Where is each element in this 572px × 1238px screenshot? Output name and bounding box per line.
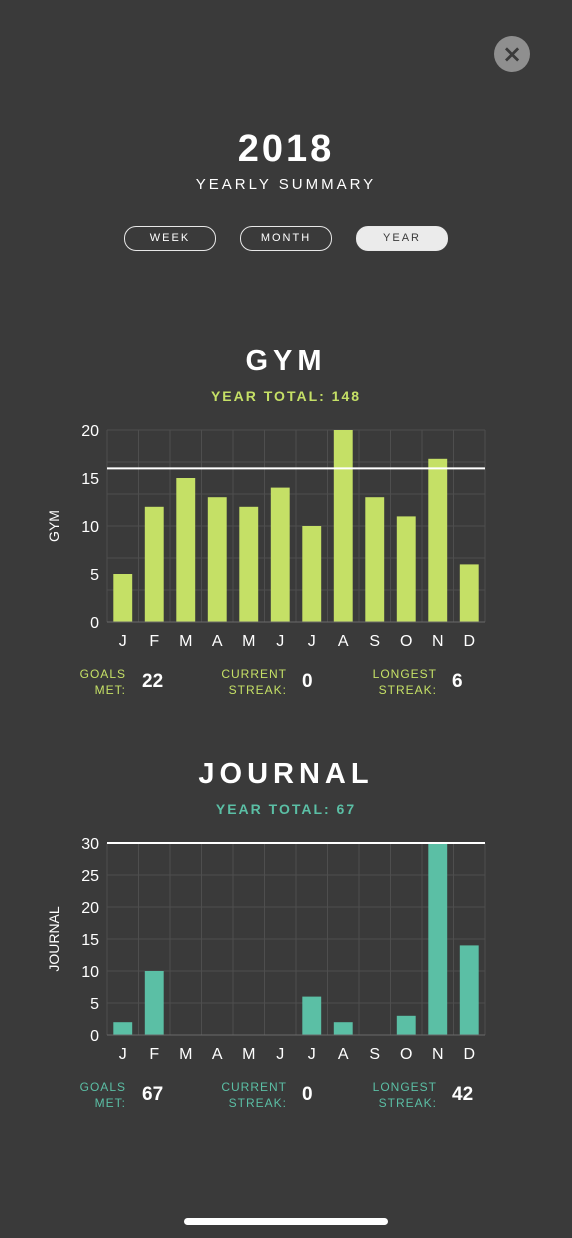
journal-bar [113, 1022, 133, 1035]
close-icon: × [501, 40, 523, 68]
gym-y-tick-label: 10 [81, 519, 99, 536]
tab-week[interactable]: WEEK [124, 226, 216, 251]
gym-y-tick-label: 20 [81, 423, 99, 440]
journal-x-tick-label: A [338, 1046, 349, 1063]
page-title: 2018 [237, 128, 335, 170]
gym-bar [302, 526, 322, 622]
journal-current-streak-value: 0 [302, 1084, 313, 1105]
gym-x-tick-label: O [400, 633, 412, 650]
gym-x-tick-label: A [212, 633, 223, 650]
gym-y-axis-label: GYM [46, 510, 62, 542]
journal-longest-streak-value: 42 [452, 1084, 474, 1105]
journal-bar [428, 843, 448, 1035]
gym-x-tick-label: N [432, 633, 444, 650]
gym-y-tick-label: 0 [90, 615, 99, 632]
journal-x-tick-label: F [149, 1046, 159, 1063]
journal-x-tick-label: O [400, 1046, 412, 1063]
gym-goals-met-label: GOALS MET: [79, 667, 126, 697]
journal-bar [396, 1015, 416, 1035]
journal-current-streak-label: CURRENT STREAK: [221, 1080, 287, 1110]
close-button[interactable]: × [494, 36, 530, 72]
gym-y-tick-label: 5 [90, 567, 99, 584]
gym-longest-streak-label: LONGEST STREAK: [372, 667, 437, 697]
gym-y-tick-label: 15 [81, 471, 99, 488]
page-subtitle: YEARLY SUMMARY [195, 176, 377, 193]
tab-year[interactable]: YEAR [356, 226, 448, 251]
gym-bar [239, 506, 259, 622]
journal-x-tick-label: A [212, 1046, 223, 1063]
journal-y-tick-label: 0 [90, 1028, 99, 1045]
gym-bar [428, 458, 448, 622]
journal-bar [144, 971, 164, 1035]
gym-section-title: GYM [245, 345, 327, 377]
journal-x-tick-label: S [369, 1046, 380, 1063]
journal-section-title: JOURNAL [198, 758, 374, 790]
journal-goals-met-value: 67 [142, 1084, 164, 1105]
journal-y-tick-label: 30 [81, 836, 99, 853]
journal-bar-chart: 0 5 10 15 20 25 30 JOURNAL J F M A M J J A S O N D [46, 836, 486, 1063]
gym-year-total: YEAR TOTAL: 148 [210, 388, 362, 404]
journal-goals-met-label: GOALS MET: [79, 1080, 126, 1110]
journal-x-tick-label: M [242, 1046, 255, 1063]
gym-current-streak-label: CURRENT STREAK: [221, 667, 287, 697]
journal-x-tick-label: N [432, 1046, 444, 1063]
gym-bar [113, 574, 133, 622]
journal-x-tick-label: J [119, 1046, 127, 1063]
gym-bar-chart: 0 5 10 15 20 GYM J F M A M J J A S O N D [46, 423, 486, 650]
gym-x-tick-label: J [308, 633, 316, 650]
gym-bar [459, 564, 479, 622]
journal-bar [302, 996, 322, 1035]
gym-bar [365, 497, 385, 622]
gym-bar [176, 478, 196, 622]
journal-x-tick-label: J [308, 1046, 316, 1063]
journal-year-total: YEAR TOTAL: 67 [215, 801, 357, 817]
gym-x-tick-label: D [463, 633, 475, 650]
journal-bar [333, 1022, 353, 1035]
gym-bar [396, 516, 416, 622]
journal-y-tick-label: 15 [81, 932, 99, 949]
journal-y-tick-label: 25 [81, 868, 99, 885]
tab-month[interactable]: MONTH [240, 226, 332, 251]
gym-x-tick-label: J [119, 633, 127, 650]
gym-x-tick-label: S [369, 633, 380, 650]
journal-longest-streak-label: LONGEST STREAK: [372, 1080, 437, 1110]
journal-y-tick-label: 5 [90, 996, 99, 1013]
journal-y-tick-label: 20 [81, 900, 99, 917]
gym-longest-streak-value: 6 [452, 671, 463, 692]
gym-bar [270, 487, 290, 622]
journal-x-tick-label: D [463, 1046, 475, 1063]
gym-goals-met-value: 22 [142, 671, 164, 692]
journal-bar [459, 945, 479, 1035]
gym-x-tick-label: J [276, 633, 284, 650]
gym-x-tick-label: A [338, 633, 349, 650]
gym-x-tick-label: M [242, 633, 255, 650]
journal-x-tick-label: J [276, 1046, 284, 1063]
gym-x-tick-label: M [179, 633, 192, 650]
journal-y-axis-label: JOURNAL [46, 906, 62, 972]
gym-current-streak-value: 0 [302, 671, 313, 692]
journal-x-tick-label: M [179, 1046, 192, 1063]
gym-x-tick-label: F [149, 633, 159, 650]
gym-bar [333, 430, 353, 622]
journal-y-tick-label: 10 [81, 964, 99, 981]
gym-bar [144, 506, 164, 622]
home-indicator[interactable] [184, 1218, 388, 1225]
gym-bar [207, 497, 227, 622]
